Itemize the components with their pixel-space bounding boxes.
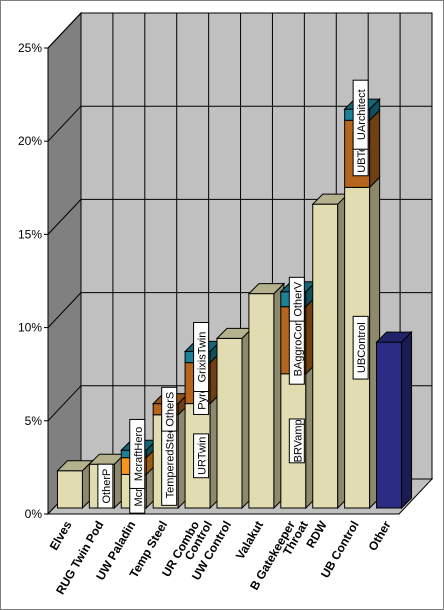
bar-segment-side (369, 109, 381, 189)
segment-label-group: UArchitect (352, 79, 369, 150)
segment-label-box (288, 276, 305, 322)
category-label: Valakut (233, 519, 266, 562)
y-tick-label: 0% (25, 507, 43, 521)
segment-label: McraftHero (133, 427, 145, 481)
segment-label: UBControl (356, 322, 368, 373)
gridline-side (47, 292, 82, 328)
segment-label-box (352, 315, 369, 380)
y-tick-label: 10% (18, 321, 42, 335)
gridline-side (47, 105, 82, 142)
segment-label-group: TemperedSteel (161, 416, 178, 506)
segment-label: UArchitect (356, 89, 368, 140)
segment-label: GrixisTwin (197, 332, 209, 383)
segment-label-group: BRVamp (288, 418, 305, 464)
segment-label-group: URTwin (193, 433, 210, 479)
bar-segment-front[interactable] (248, 293, 275, 509)
y-tick-label: 25% (18, 41, 42, 55)
segment-label-box (97, 463, 114, 509)
segment-label-box (288, 418, 305, 464)
gridline-side (47, 199, 82, 235)
category-label: Other (366, 518, 394, 553)
y-tick-label: 5% (25, 414, 43, 428)
segment-label-box (352, 79, 369, 150)
segment-label-group: OtherS (161, 386, 178, 432)
bar-segment-side (401, 330, 413, 510)
segment-label: TemperedSteel (165, 424, 177, 498)
bar-segment-top (247, 283, 286, 295)
gridline-side (47, 12, 82, 49)
segment-label-group: OtherP (97, 463, 114, 509)
bar-segment-front[interactable] (216, 337, 243, 509)
segment-label-box (161, 386, 178, 432)
category-label: RDW (303, 518, 330, 550)
bar-segment-front[interactable] (312, 203, 339, 509)
segment-label-group: McraftHero (129, 418, 146, 489)
category-label: Elves (47, 518, 75, 552)
segment-label-box (129, 418, 146, 489)
gridline-side (47, 385, 82, 422)
segment-label-group: OtherV (288, 276, 305, 322)
bar-segment-front[interactable] (56, 470, 83, 509)
y-tick-label: 15% (18, 227, 42, 241)
segment-label: OtherV (292, 281, 304, 317)
segment-label: BAggroControl (292, 304, 304, 376)
segment-label-group: UBControl (352, 315, 369, 380)
plot-side-wall (47, 11, 82, 516)
y-tick-label: 20% (18, 134, 42, 148)
segment-label: OtherS (165, 392, 177, 427)
segment-label-box (193, 322, 210, 393)
segment-label-box (193, 433, 210, 479)
segment-label: URTwin (197, 437, 209, 475)
segment-label-group: GrixisTwin (193, 322, 210, 393)
bar-segment-top (375, 331, 413, 343)
bar-segment-front[interactable] (376, 341, 403, 509)
segment-label: OtherP (101, 469, 113, 504)
segment-label: BRVamp (292, 419, 304, 462)
